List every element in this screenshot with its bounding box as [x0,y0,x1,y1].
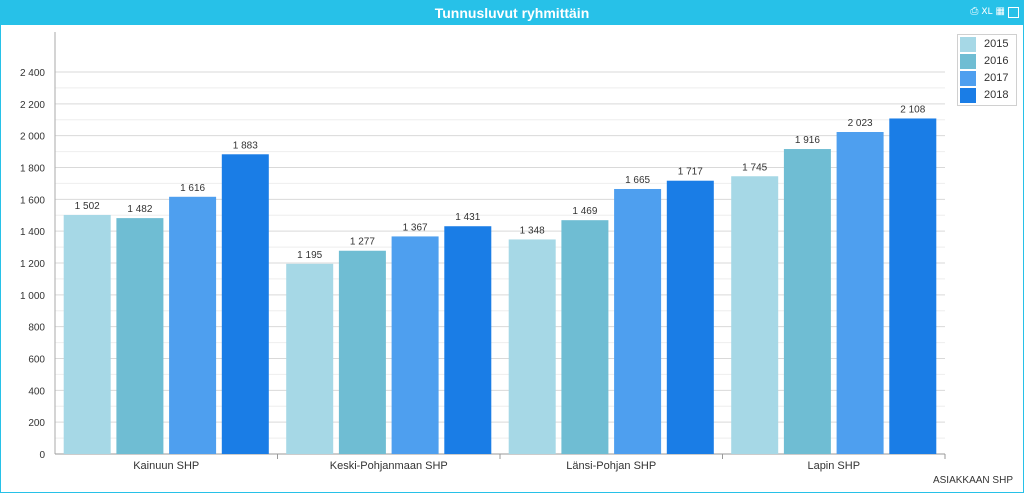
legend-label: 2016 [984,55,1009,67]
x-tick-label: Lapin SHP [807,460,860,472]
bar-2017-2 [614,188,662,455]
y-tick-label: 600 [28,355,45,366]
legend-label: 2018 [984,89,1009,101]
bar-2015-1 [286,263,334,454]
data-label: 2 108 [900,104,925,115]
bar-2016-2 [561,220,609,454]
toolbar: ⎙ XL ▦ [970,4,1019,20]
legend-swatch [960,71,976,86]
data-label: 2 023 [848,118,873,129]
print-icon[interactable]: ⎙ [970,6,979,17]
bar-2018-1 [444,226,492,454]
data-label: 1 883 [233,140,258,151]
y-tick-label: 400 [28,386,45,397]
bar-2016-1 [338,250,386,454]
bars [63,118,937,455]
y-tick-label: 1 800 [20,164,45,175]
bar-2017-0 [169,196,217,454]
data-label: 1 916 [795,135,820,146]
data-label: 1 277 [350,237,375,248]
data-label: 1 745 [742,162,767,173]
x-tick-label: Kainuun SHP [133,460,199,472]
x-tick-label: Länsi-Pohjan SHP [566,460,656,472]
bar-2018-3 [889,118,937,454]
data-label: 1 502 [75,201,100,212]
y-tick-label: 2 400 [20,68,45,79]
y-tick-label: 1 200 [20,259,45,270]
bar-2016-3 [783,149,831,454]
bar-2015-3 [731,176,779,455]
y-tick-label: 200 [28,418,45,429]
data-label: 1 665 [625,175,650,186]
data-label: 1 469 [572,206,597,217]
x-axis-caption: ASIAKKAAN SHP [932,475,1013,486]
y-tick-label: 0 [39,450,45,461]
data-label: 1 616 [180,183,205,194]
legend-label: 2017 [984,72,1009,84]
legend-swatch [960,54,976,69]
maximize-icon[interactable] [1008,6,1019,18]
bar-2017-3 [836,132,884,454]
bar-2018-0 [221,154,269,454]
chart-title: Tunnusluvut ryhmittäin [434,5,590,21]
data-label: 1 348 [520,225,545,236]
bar-2018-2 [666,180,714,455]
y-tick-label: 2 000 [20,132,45,143]
title-bar: Tunnusluvut ryhmittäin ⎙ XL ▦ [1,1,1023,25]
y-tick-label: 1 600 [20,195,45,206]
export-image-icon[interactable]: ▦ [995,6,1005,17]
data-label: 1 367 [403,222,428,233]
data-label: 1 195 [297,250,322,261]
excel-export-button[interactable]: XL [981,7,993,17]
data-label: 1 431 [455,212,480,223]
bar-2017-1 [391,236,439,454]
x-tick-label: Keski-Pohjanmaan SHP [330,460,448,472]
y-tick-label: 2 200 [20,100,45,111]
legend-item-2018[interactable]: 2018 [960,88,1014,104]
legend-item-2015[interactable]: 2015 [960,37,1014,53]
data-label: 1 717 [678,167,703,178]
legend-item-2017[interactable]: 2017 [960,71,1014,87]
y-tick-label: 1 000 [20,291,45,302]
legend: 2015 2016 2017 2018 [957,34,1017,106]
data-labels: 1 502 1 482 1 616 1 883 1 195 1 277 1 367 1 431… [75,104,926,260]
legend-label: 2015 [984,38,1009,50]
legend-swatch [960,88,976,103]
data-label: 1 482 [127,204,152,215]
y-tick-label: 1 400 [20,227,45,238]
y-tick-label: 800 [28,323,45,334]
axes: 0 200 400 600 800 1 000 1 200 1 400 1 600 1 800 2 … [20,32,946,472]
bar-2016-0 [116,218,164,454]
bar-2015-0 [63,214,111,454]
bar-2015-2 [508,239,556,454]
legend-swatch [960,37,976,52]
legend-item-2016[interactable]: 2016 [960,54,1014,70]
